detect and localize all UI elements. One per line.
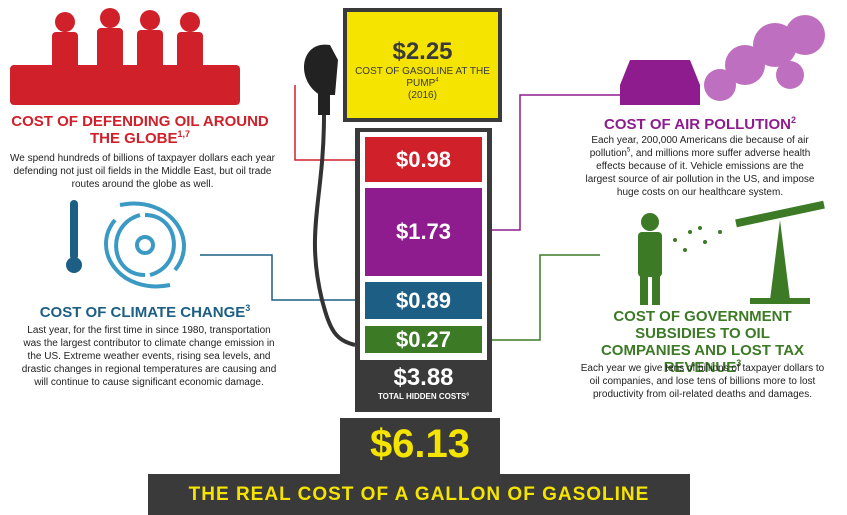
car-icon — [620, 60, 700, 105]
title-text: COST OF DEFENDING OIL AROUND THE GLOBE — [11, 113, 269, 147]
thermometer — [70, 200, 78, 260]
money-spray — [673, 226, 722, 252]
note: 4 — [435, 78, 438, 84]
section-body: We spend hundreds of billions of taxpaye… — [10, 152, 275, 191]
section-body: Each year, 200,000 Americans die because… — [580, 134, 820, 199]
hurricane-icon — [106, 204, 184, 287]
connector-blue — [200, 255, 365, 300]
section-title: COST OF DEFENDING OIL AROUND THE GLOBE1,… — [10, 113, 270, 147]
total-label-text: TOTAL HIDDEN COSTS — [378, 392, 466, 401]
section-body: Each year we give tens of billions of ta… — [580, 362, 825, 401]
cost-segment: $0.98 — [365, 137, 482, 182]
real-cost-label: THE REAL COST OF A GALLON OF GASOLINE — [148, 484, 690, 506]
thermometer-bulb — [66, 257, 82, 273]
pump-price: $2.25 — [345, 38, 500, 66]
pump-year: (2016) — [408, 90, 437, 101]
title-text: COST OF CLIMATE CHANGE — [40, 304, 246, 321]
soldiers-icon — [10, 8, 240, 105]
pump-label-text: COST OF GASOLINE AT THE PUMP — [355, 66, 490, 89]
cost-segment: $1.73 — [365, 188, 482, 276]
page: { "pump": {"price": "$2.25", "label": "C… — [0, 0, 847, 515]
nozzle-tip — [318, 85, 330, 115]
total-value: $3.88 — [355, 364, 492, 392]
section-body: Last year, for the first time in since 1… — [18, 324, 280, 389]
total-label: TOTAL HIDDEN COSTS6 — [355, 392, 492, 401]
hose — [315, 115, 355, 345]
section-title: COST OF CLIMATE CHANGE3 — [10, 304, 280, 321]
pump-label: COST OF GASOLINE AT THE PUMP4 (2016) — [345, 66, 500, 102]
section-title: COST OF AIR POLLUTION2 — [590, 116, 810, 133]
note: 6 — [466, 392, 469, 397]
cost-segment: $0.89 — [365, 282, 482, 319]
note: 1,7 — [178, 129, 191, 139]
real-cost-value: $6.13 — [340, 422, 500, 467]
note: 3 — [245, 303, 250, 313]
cost-segment: $0.27 — [365, 326, 482, 353]
note: 2 — [791, 115, 796, 125]
smoke-icon — [704, 15, 825, 101]
oil-icon — [638, 201, 825, 305]
title-text: COST OF AIR POLLUTION — [604, 116, 791, 133]
connector-green — [482, 255, 600, 340]
